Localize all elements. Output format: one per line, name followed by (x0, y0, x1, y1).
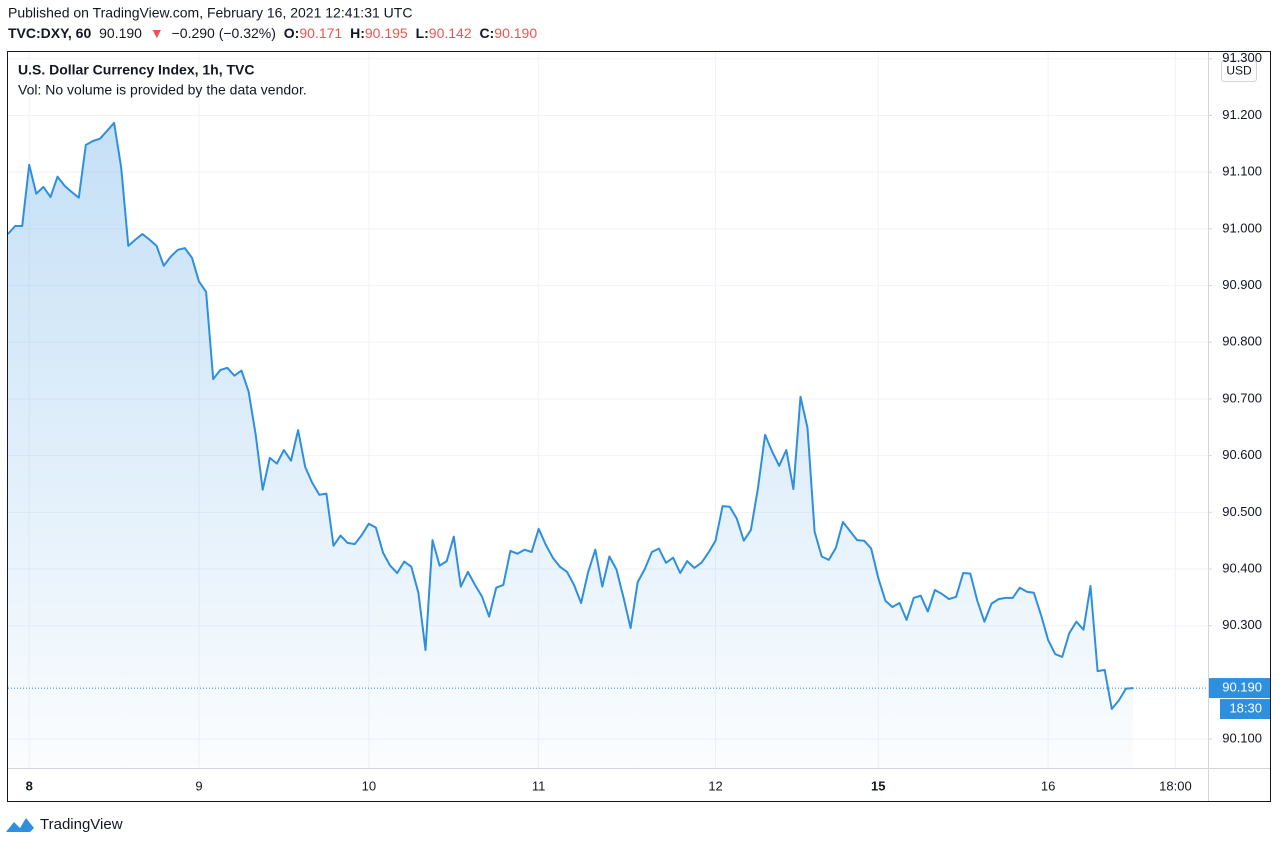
chart-title: U.S. Dollar Currency Index, 1h, TVC (18, 62, 255, 78)
x-tick-label: 10 (362, 778, 376, 793)
high-label: H: (350, 25, 365, 41)
y-tick-label: 91.300 (1222, 50, 1262, 65)
y-tick-label: 90.900 (1222, 277, 1262, 292)
y-tick-label: 90.500 (1222, 504, 1262, 519)
x-tick-label: 16 (1041, 778, 1055, 793)
last-value: 90.190 (99, 25, 142, 41)
y-tick-label: 90.600 (1222, 447, 1262, 462)
x-tick-label: 11 (532, 778, 546, 793)
y-tick-label: 91.000 (1222, 220, 1262, 235)
unit-badge[interactable] (1221, 60, 1257, 82)
price-line (7, 121, 1134, 710)
chart-subtitle: Vol: No volume is provided by the data v… (18, 82, 307, 98)
y-tick-label: 90.700 (1222, 390, 1262, 405)
y-tick-label: 91.100 (1222, 164, 1262, 179)
published-note: Published on TradingView.com, February 1… (8, 5, 412, 21)
change: −0.290 (−0.32%) (172, 25, 276, 41)
footer-logo (6, 818, 34, 832)
down-arrow: ▼ (150, 25, 164, 41)
x-tick-label: 8 (26, 778, 33, 793)
y-tick-label: 90.400 (1222, 560, 1262, 575)
unit-label: USD (1226, 64, 1252, 78)
footer-brand: TradingView (40, 816, 123, 833)
y-tick-label: 91.200 (1222, 107, 1262, 122)
low-value: 90.142 (429, 25, 472, 41)
area-fill (8, 122, 1133, 768)
low-label: L: (416, 25, 429, 41)
last-price-badge (1209, 678, 1270, 699)
y-tick-label: 90.800 (1222, 334, 1262, 349)
countdown-label: 18:30 (1229, 701, 1262, 716)
close-label: C: (480, 25, 495, 41)
x-tick-label: 9 (195, 778, 202, 793)
x-tick-label: 12 (708, 778, 722, 793)
countdown-badge (1220, 699, 1270, 720)
y-tick-label: 90.300 (1222, 617, 1262, 632)
x-tick-label: 18:00 (1159, 778, 1192, 793)
y-tick-label: 90.100 (1222, 731, 1262, 746)
close-value: 90.190 (494, 25, 537, 41)
chart-frame (7, 51, 1271, 802)
logo-icon (6, 818, 34, 832)
last-price-label: 90.190 (1222, 680, 1262, 695)
open-value: 90.171 (299, 25, 342, 41)
symbol: TVC:DXY, 60 (8, 25, 91, 41)
high-value: 90.195 (365, 25, 408, 41)
price-axis: 90.100 90.300 90.400 90.500 90.600 90.700 90.8… (1209, 50, 1262, 746)
x-tick-label: 15 (871, 778, 885, 793)
open-label: O: (284, 25, 300, 41)
symbol-line: TVC:DXY, 60 90.190 ▼ −0.290 (−0.32%) O:9… (8, 25, 537, 41)
plot-area (7, 52, 1208, 768)
